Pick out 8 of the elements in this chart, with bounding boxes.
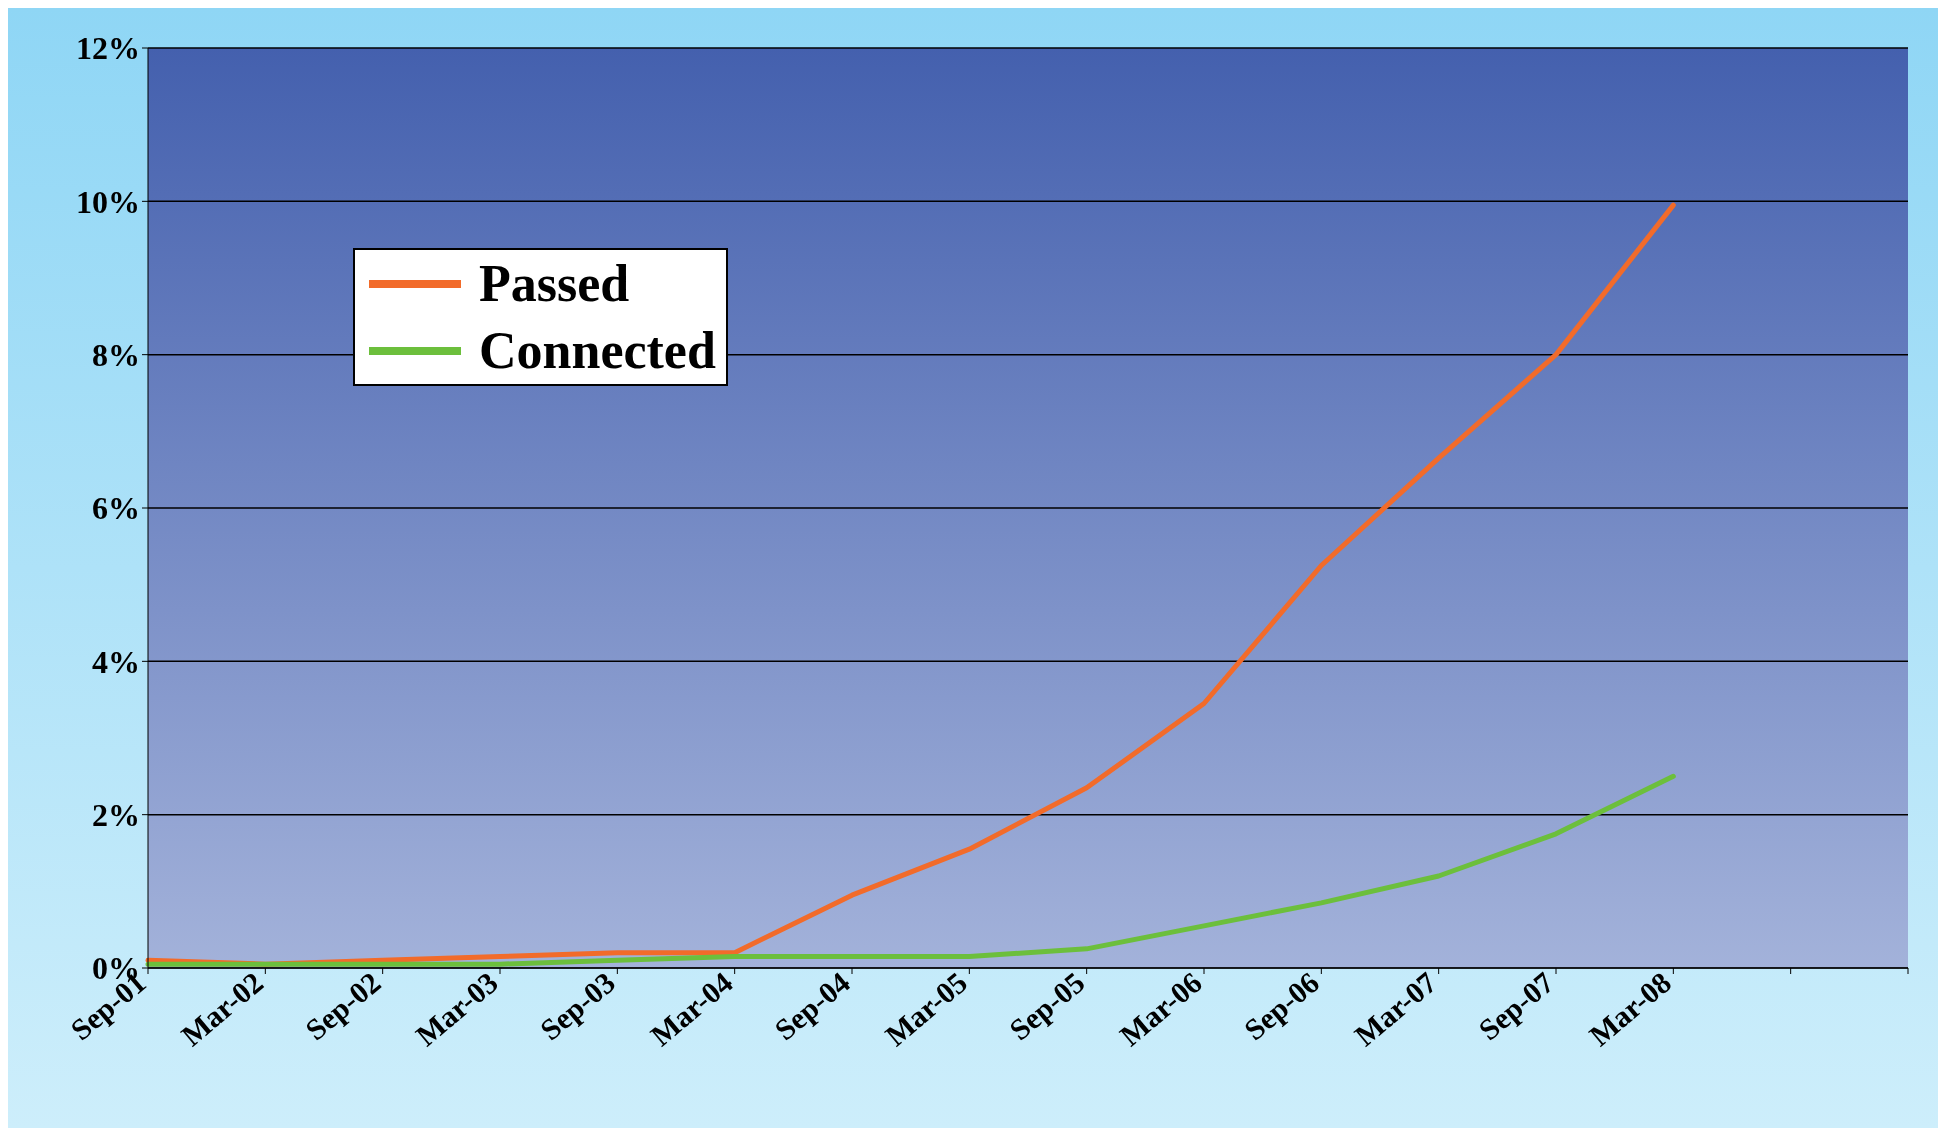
y-tick-label: 4% <box>92 643 140 680</box>
y-tick-label: 2% <box>92 797 140 834</box>
legend-label: Connected <box>479 321 716 380</box>
y-tick-label: 12% <box>76 30 140 67</box>
y-tick-label: 10% <box>76 183 140 220</box>
y-tick-label: 8% <box>92 337 140 374</box>
legend-label: Passed <box>479 254 630 313</box>
y-tick-label: 6% <box>92 490 140 527</box>
